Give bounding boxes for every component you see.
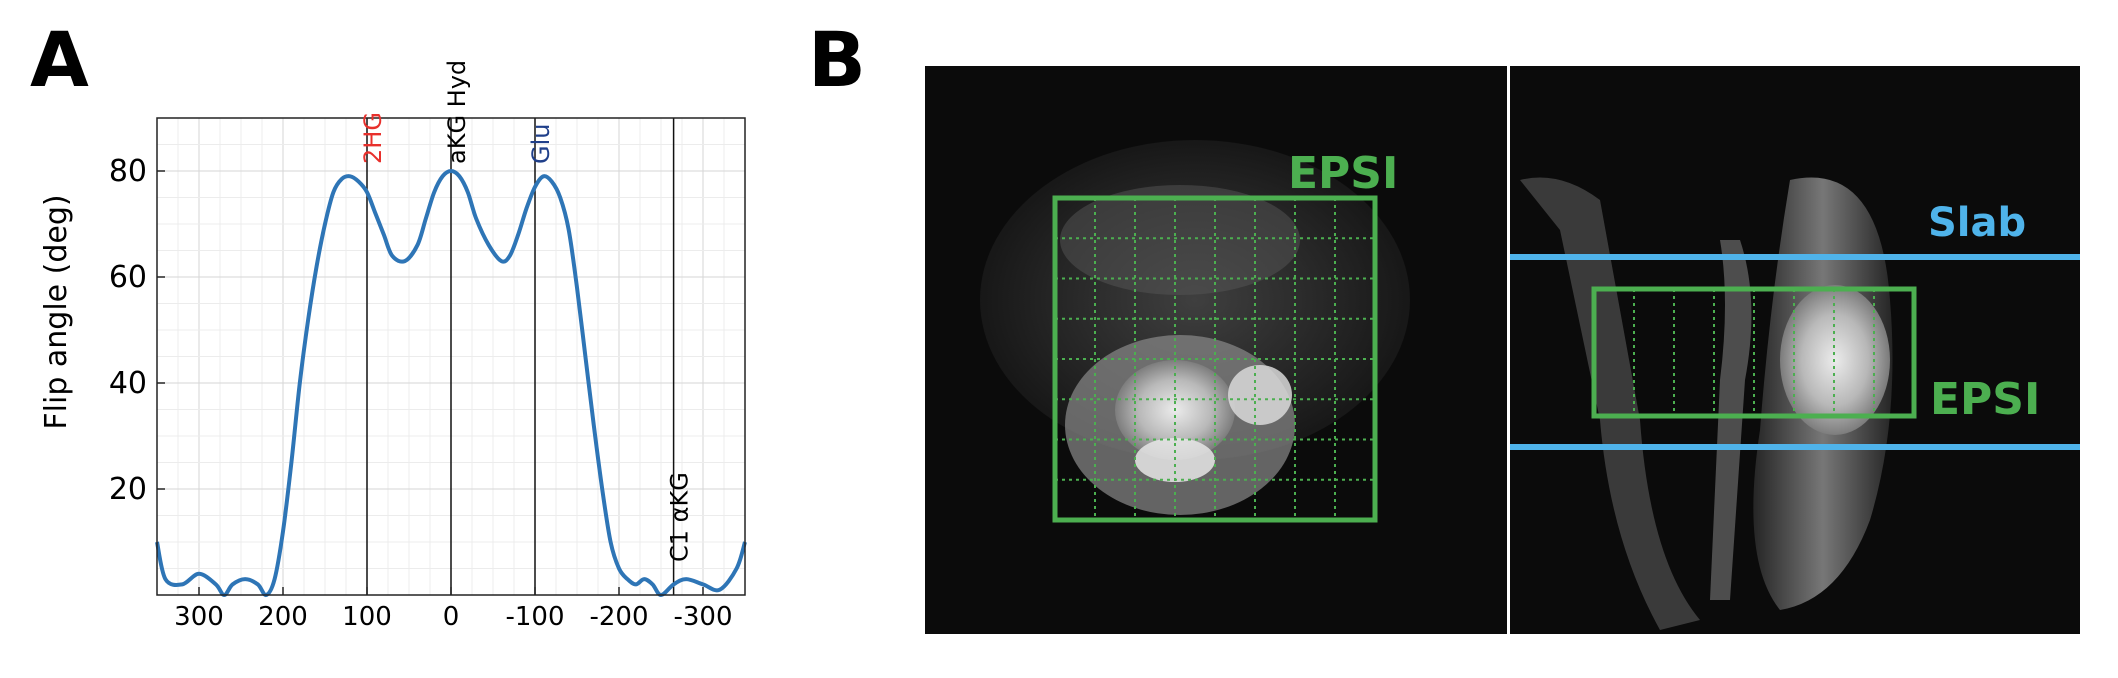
flip-angle-line — [155, 168, 747, 598]
tick-labels: 300 200 100 0 -100 -200 -300 20 40 60 80 — [109, 154, 733, 632]
sagittal-tissue-left — [1520, 177, 1700, 630]
epsi-label-left: EPSI — [1288, 148, 1398, 199]
panel-letter-b: B — [808, 15, 866, 104]
annotation-lines — [366, 118, 675, 595]
series-layer — [155, 168, 747, 598]
axial-upper-tissue — [1060, 185, 1300, 295]
epsi-grid-left — [1052, 195, 1378, 523]
x-tick-label: -100 — [505, 602, 564, 632]
x-tick-label: -200 — [589, 602, 648, 632]
x-tick-label: 0 — [443, 602, 460, 632]
y-tick-label: 60 — [109, 260, 147, 295]
y-tick-label: 40 — [109, 366, 147, 401]
y-tick-label: 20 — [109, 472, 147, 507]
axial-bright-spot — [1228, 365, 1292, 425]
x-tick-label: 300 — [174, 602, 224, 632]
annotation-label: Glu — [527, 124, 555, 164]
sagittal-vessel — [1710, 240, 1752, 600]
y-axis-label: Flip angle (deg) — [39, 194, 74, 429]
panel-letter-a: A — [30, 15, 89, 104]
x-tick-label: 100 — [342, 602, 392, 632]
slab-label: Slab — [1928, 200, 2026, 246]
epsi-box-left — [1052, 195, 1378, 523]
epsi-grid-right — [1591, 286, 1917, 419]
annotation-label: 2HG — [359, 112, 387, 164]
x-tick-label: -300 — [673, 602, 732, 632]
annotation-label: aKG Hyd — [443, 60, 471, 164]
x-tick-label: 200 — [258, 602, 308, 632]
annotation-labels: 2HG aKG Hyd Glu C1 αKG — [359, 60, 694, 562]
image-separator — [1507, 66, 1510, 634]
annotation-label: C1 αKG — [666, 472, 694, 562]
epsi-box-right — [1591, 286, 1917, 419]
y-tick-label: 80 — [109, 154, 147, 189]
epsi-label-right: EPSI — [1930, 374, 2040, 425]
